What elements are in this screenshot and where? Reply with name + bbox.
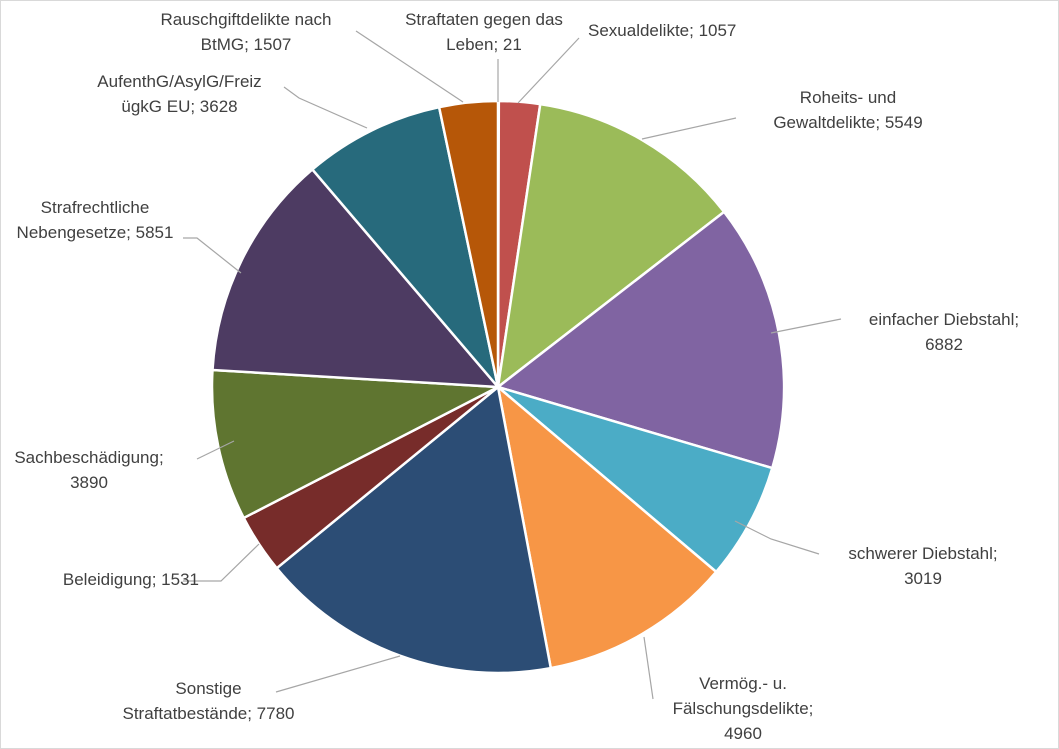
data-label-line: 6882 (925, 335, 963, 354)
data-label-line: Rauschgiftdelikte nach (160, 10, 332, 29)
data-label-line: Beleidigung; 1531 (62, 570, 199, 589)
pie-slice (311, 105, 500, 389)
leader-line (196, 440, 235, 460)
leader-line (517, 37, 580, 104)
data-label: Sachbeschädigung; 3890 (9, 445, 169, 495)
leader-line (275, 655, 401, 693)
data-label: Beleidigung; 1531 (9, 567, 199, 592)
data-label-line: Gewaltdelikte; 5549 (773, 113, 923, 132)
data-label-line: Sexualdelikte; 1057 (588, 21, 737, 40)
data-label-line: Sonstige (175, 679, 242, 698)
leader-line (734, 520, 820, 555)
pie-slice (211, 168, 500, 389)
data-label-line: Nebengesetze; 5851 (16, 223, 174, 242)
data-label-line: Leben; 21 (446, 35, 522, 54)
data-label: AufenthG/AsylG/Freiz ügkG EU; 3628 (77, 69, 282, 119)
leader-line (183, 543, 260, 582)
data-label: Strafrechtliche Nebengesetze; 5851 (7, 195, 183, 245)
data-label-line: ügkG EU; 3628 (121, 97, 238, 116)
leader-line (283, 86, 368, 129)
data-label: Sexualdelikte; 1057 (588, 18, 768, 43)
pie-slice (496, 102, 726, 389)
pie-slice (210, 368, 500, 520)
data-label: Rauschgiftdelikte nach BtMG; 1507 (135, 7, 357, 57)
data-label-line: Roheits- und (799, 88, 897, 107)
pie-slice (496, 385, 718, 670)
data-label-line: Strafrechtliche (40, 198, 150, 217)
data-label-line: 3019 (904, 569, 942, 588)
data-label-line: AufenthG/AsylG/Freiz (97, 72, 262, 91)
data-label: Straftaten gegen das Leben; 21 (394, 7, 574, 57)
leader-line (183, 237, 242, 274)
data-label-line: Sachbeschädigung; (14, 448, 164, 467)
pie-slice (496, 210, 786, 470)
data-label: Roheits- und Gewaltdelikte; 5549 (733, 85, 963, 135)
pie-slice (496, 385, 774, 574)
leader-line (641, 117, 737, 140)
data-label-line: 4960 (724, 724, 762, 743)
data-label-line: Straftaten gegen das (405, 10, 563, 29)
data-label: Vermög.- u. Fälschungsdelikte; 4960 (653, 671, 833, 746)
data-label-line: Fälschungsdelikte; (672, 699, 814, 718)
leader-line (770, 318, 842, 334)
data-label-line: Vermög.- u. (699, 674, 787, 693)
leader-line (355, 30, 464, 103)
data-label-line: schwerer Diebstahl; (848, 544, 998, 563)
data-label-line: einfacher Diebstahl; (868, 310, 1020, 329)
data-label: Sonstige Straftatbestände; 7780 (101, 676, 316, 726)
data-label: schwerer Diebstahl; 3019 (823, 541, 1023, 591)
data-label-line: 3890 (70, 473, 108, 492)
leader-line (643, 636, 654, 700)
data-label: einfacher Diebstahl; 6882 (844, 307, 1044, 357)
pie-slice (275, 385, 553, 675)
data-label-line: Straftatbestände; 7780 (122, 704, 295, 723)
data-label-line: BtMG; 1507 (200, 35, 292, 54)
